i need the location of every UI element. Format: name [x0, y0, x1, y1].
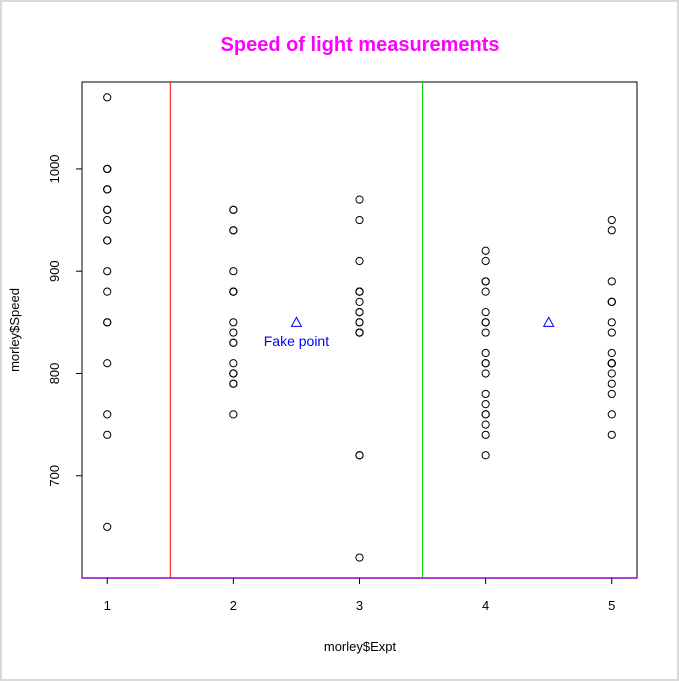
data-point — [481, 400, 490, 409]
data-point — [607, 215, 616, 225]
data-point — [607, 348, 616, 358]
data-point — [481, 359, 490, 368]
x-tick-label-3: 3 — [356, 598, 363, 613]
data-point — [229, 287, 238, 296]
data-point — [229, 369, 238, 378]
data-point — [481, 277, 490, 286]
data-point — [103, 236, 112, 245]
data-point — [355, 318, 364, 327]
chart-title: Speed of light measurements — [221, 34, 500, 56]
data-point — [607, 379, 616, 388]
fake-points — [290, 316, 555, 327]
data-point — [229, 328, 238, 337]
data-point — [607, 359, 616, 368]
data-point — [103, 430, 112, 439]
y-tick-label-900: 900 — [47, 260, 62, 282]
data-point — [355, 308, 364, 317]
data-points — [103, 93, 616, 562]
data-point — [103, 205, 112, 214]
data-point — [103, 410, 112, 419]
data-point — [229, 318, 238, 327]
data-point — [481, 287, 490, 296]
data-point — [103, 185, 112, 194]
x-tick-label-5: 5 — [608, 598, 615, 613]
data-point — [103, 522, 112, 531]
data-point — [355, 195, 364, 204]
data-point — [103, 215, 112, 225]
y-tick-label-700: 700 — [47, 465, 62, 487]
data-point — [607, 369, 616, 378]
reference-lines — [82, 82, 637, 579]
data-point — [103, 164, 112, 174]
data-point — [481, 348, 490, 358]
data-point — [229, 205, 238, 214]
data-point — [229, 410, 238, 419]
data-point — [481, 389, 490, 399]
x-tick-label-4: 4 — [482, 598, 489, 613]
y-axis: 700 800 900 1000 — [47, 154, 83, 487]
data-point — [355, 215, 364, 225]
data-point — [103, 267, 112, 276]
data-point — [103, 359, 112, 368]
data-point — [607, 297, 616, 306]
y-tick-label-1000: 1000 — [47, 154, 62, 183]
x-tick-label-1: 1 — [104, 598, 111, 613]
data-point — [607, 328, 616, 337]
fake-point-marker — [290, 316, 303, 327]
plot-border — [81, 81, 638, 579]
data-point — [229, 359, 238, 368]
data-point — [481, 410, 490, 419]
annotations: Fake point — [264, 333, 329, 349]
y-axis-title: morley$Speed — [7, 288, 22, 372]
y-tick-label-800: 800 — [47, 363, 62, 385]
data-point — [229, 267, 238, 276]
data-point — [481, 451, 490, 460]
data-point — [355, 328, 364, 337]
x-axis: 1 2 3 4 5 — [104, 578, 615, 613]
data-point — [355, 256, 364, 266]
data-point — [229, 379, 238, 388]
data-point — [607, 389, 616, 399]
data-point — [355, 287, 364, 296]
annotation-label: Fake point — [264, 333, 329, 349]
data-point — [607, 430, 616, 439]
data-point — [355, 297, 364, 306]
data-point — [103, 287, 112, 296]
data-point — [481, 328, 490, 337]
data-point — [481, 420, 490, 429]
data-point — [607, 226, 616, 235]
data-point — [481, 308, 490, 317]
data-point — [481, 256, 490, 266]
data-point — [481, 318, 490, 327]
data-point — [607, 410, 616, 419]
x-axis-title: morley$Expt — [324, 639, 397, 654]
data-point — [607, 277, 616, 286]
data-point — [229, 226, 238, 235]
data-point — [355, 553, 364, 562]
x-tick-label-2: 2 — [230, 598, 237, 613]
data-point — [481, 430, 490, 439]
data-point — [481, 246, 490, 255]
data-point — [355, 451, 364, 460]
data-point — [607, 318, 616, 327]
data-point — [103, 318, 112, 327]
fake-point-marker — [542, 316, 555, 327]
data-point — [103, 93, 112, 102]
data-point — [481, 369, 490, 378]
data-point — [229, 338, 238, 347]
